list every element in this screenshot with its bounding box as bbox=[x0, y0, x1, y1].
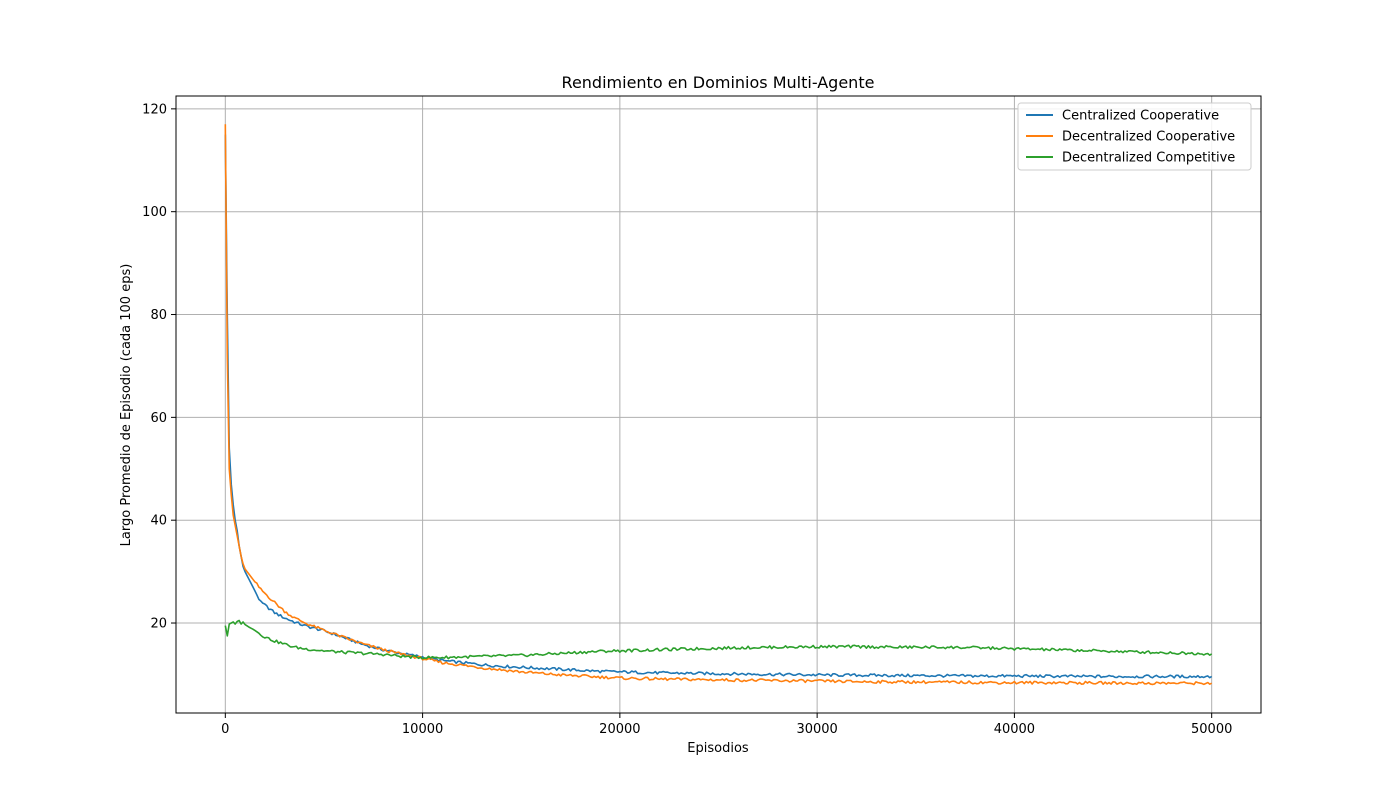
series-line-2 bbox=[224, 124, 1213, 686]
y-tick-label: 60 bbox=[150, 411, 167, 426]
series-lines bbox=[224, 124, 1213, 686]
y-tick-label: 80 bbox=[150, 308, 167, 323]
x-tick-label: 0 bbox=[221, 722, 229, 737]
plot-frame bbox=[175, 95, 1262, 714]
axis-ticks: 0 10000 20000 30000 40000 50000 20 40 60 80 100 120 bbox=[142, 102, 1232, 737]
legend: Centralized Cooperative Decentralized Coo… bbox=[1017, 102, 1252, 171]
legend-label: Decentralized Cooperative bbox=[1062, 130, 1235, 145]
series-line-1 bbox=[224, 134, 1213, 679]
series-line-3 bbox=[224, 619, 1213, 660]
x-tick-label: 30000 bbox=[796, 722, 837, 737]
chart-title: Rendimiento en Dominios Multi-Agente bbox=[562, 73, 875, 92]
y-tick-label: 40 bbox=[150, 514, 167, 529]
legend-label: Decentralized Competitive bbox=[1062, 151, 1235, 166]
x-tick-label: 10000 bbox=[402, 722, 443, 737]
y-tick-label: 100 bbox=[142, 205, 167, 220]
y-tick-label: 20 bbox=[150, 617, 167, 632]
y-tick-label: 120 bbox=[142, 102, 167, 117]
x-tick-label: 40000 bbox=[994, 722, 1035, 737]
grid bbox=[176, 96, 1261, 713]
x-tick-label: 20000 bbox=[599, 722, 640, 737]
legend-label: Centralized Cooperative bbox=[1062, 109, 1219, 124]
y-axis-label: Largo Promedio de Episodio (cada 100 eps… bbox=[119, 264, 134, 547]
x-tick-label: 50000 bbox=[1191, 722, 1232, 737]
x-axis-label: Episodios bbox=[687, 741, 749, 756]
legend-box bbox=[1017, 102, 1252, 171]
